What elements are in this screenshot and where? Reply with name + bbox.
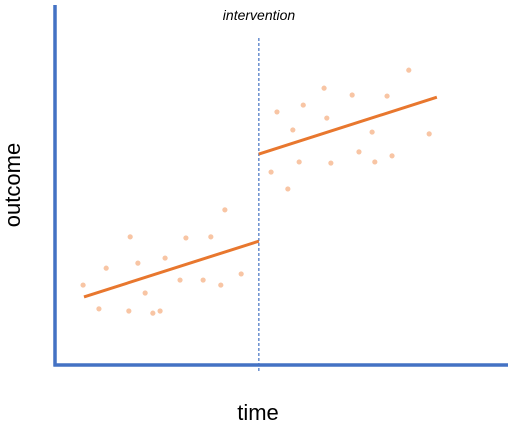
- point: [183, 235, 189, 241]
- point: [162, 255, 168, 261]
- point: [268, 169, 274, 175]
- point: [328, 160, 334, 166]
- trend-line: [258, 95, 438, 156]
- point: [142, 290, 148, 296]
- point: [208, 234, 214, 240]
- point: [324, 115, 330, 121]
- point: [135, 260, 141, 266]
- y-axis-label: outcome: [0, 143, 25, 227]
- point: [369, 129, 375, 135]
- point: [290, 127, 296, 133]
- point: [372, 159, 378, 165]
- point: [300, 102, 306, 108]
- point: [103, 265, 109, 271]
- point: [321, 85, 327, 91]
- point: [296, 159, 302, 165]
- point: [285, 186, 291, 192]
- point: [222, 207, 228, 213]
- point: [389, 153, 395, 159]
- point: [426, 131, 432, 137]
- point: [349, 92, 355, 98]
- point: [218, 282, 224, 288]
- x-axis-label: time: [237, 400, 279, 425]
- point: [177, 277, 183, 283]
- point: [238, 271, 244, 277]
- point: [384, 93, 390, 99]
- point: [150, 310, 156, 316]
- point: [356, 149, 362, 155]
- point: [126, 308, 132, 314]
- point: [274, 109, 280, 115]
- annotation: intervention: [223, 7, 296, 23]
- point: [200, 277, 206, 283]
- point: [406, 67, 412, 73]
- point: [96, 306, 102, 312]
- point: [80, 282, 86, 288]
- point: [127, 234, 133, 240]
- trend-line: [83, 239, 260, 299]
- point: [157, 308, 163, 314]
